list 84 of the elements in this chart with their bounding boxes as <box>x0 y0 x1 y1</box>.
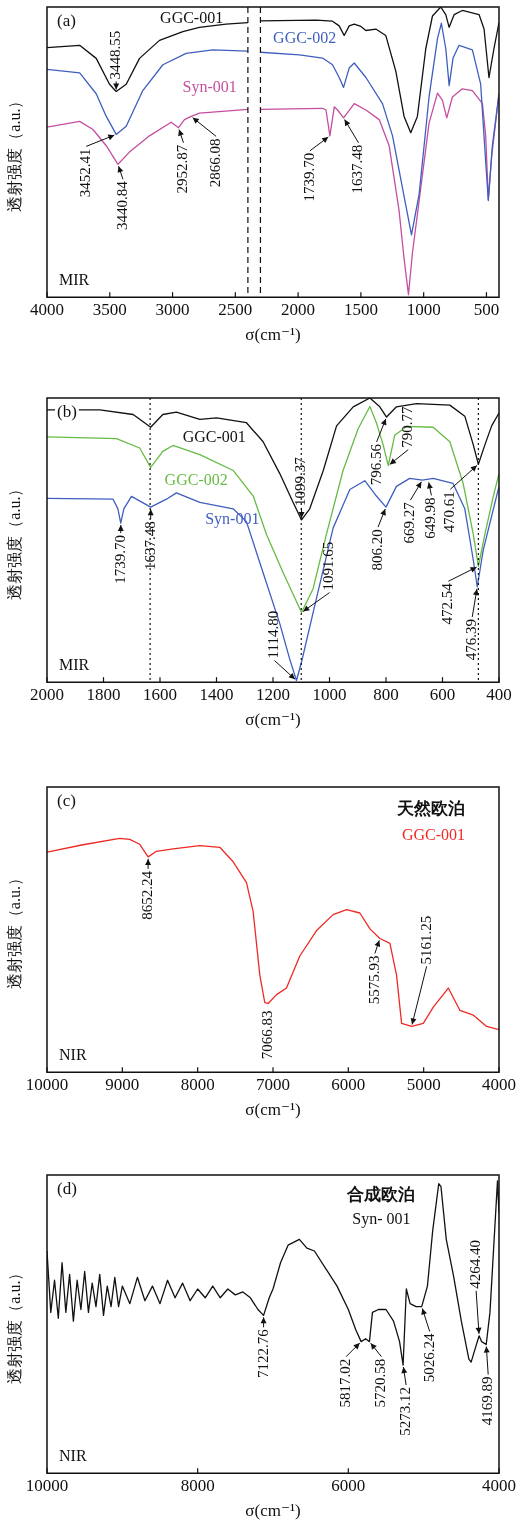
y-axis-title: 透射强度（a.u.） <box>6 480 24 600</box>
x-tick-label: 7000 <box>256 1074 290 1094</box>
annotation: 5720.58 <box>372 1358 389 1408</box>
series-label: GGC-002 <box>164 470 228 488</box>
x-tick-label: 1200 <box>256 684 290 704</box>
x-tick-label: 1000 <box>312 684 347 704</box>
annotation: 5817.02 <box>337 1358 354 1408</box>
series-label: Syn-001 <box>182 78 237 97</box>
annotation: 3448.55 <box>107 30 124 80</box>
annotation: 476.39 <box>463 618 480 661</box>
x-tick-label: 1600 <box>143 684 177 704</box>
annotation: 3452.41 <box>77 148 94 198</box>
annotation: 5026.24 <box>420 1333 437 1383</box>
annotation: 4169.89 <box>479 1376 496 1426</box>
annotation: 472.54 <box>439 582 456 625</box>
x-tick-label: 1800 <box>86 684 121 704</box>
annotation: 669.27 <box>401 501 418 544</box>
x-tick-label: 3500 <box>92 299 127 319</box>
annotation: 1091.65 <box>320 541 337 591</box>
series-label: GGC-002 <box>273 29 337 47</box>
annotation: 1637.48 <box>141 521 158 570</box>
x-tick-label: 4000 <box>482 1475 516 1495</box>
x-tick-label: 400 <box>486 684 512 704</box>
chart-title: (d) <box>57 1178 77 1198</box>
annotation: 796.56 <box>367 443 384 486</box>
text: GGC-001 <box>401 825 466 843</box>
annotation: 1739.70 <box>300 152 317 202</box>
x-axis-title: σ(cm⁻¹) <box>245 325 301 345</box>
annotation: 790.77 <box>399 405 416 448</box>
annotation: 1739.70 <box>111 535 128 584</box>
annotation: NIR <box>59 1046 87 1064</box>
y-axis-title: 透射强度（a.u.） <box>6 92 24 212</box>
annotation: 5273.12 <box>397 1387 414 1436</box>
chart-title: (c) <box>57 790 76 810</box>
annotation: 2952.87 <box>174 144 191 194</box>
x-tick-label: 1400 <box>199 684 234 704</box>
x-axis-title: σ(cm⁻¹) <box>245 710 301 730</box>
annotation: 1114.80 <box>265 610 282 659</box>
y-axis-title: 透射强度（a.u.） <box>6 1264 24 1384</box>
annotation: 1099.37 <box>292 456 309 506</box>
y-axis-title: 透射强度（a.u.） <box>6 870 24 990</box>
annotation: 7122.76 <box>254 1328 271 1379</box>
annotation: 5161.25 <box>417 915 434 965</box>
annotation: 5575.93 <box>365 955 382 1005</box>
x-tick-label: 800 <box>373 684 399 704</box>
x-tick-label: 10000 <box>25 1074 69 1094</box>
annotation: MIR <box>59 656 90 674</box>
annotation: MIR <box>59 271 90 289</box>
x-axis-title: σ(cm⁻¹) <box>245 1501 301 1521</box>
x-tick-label: 8000 <box>180 1475 215 1495</box>
x-tick-label: 2500 <box>218 299 253 319</box>
chart-title: (a) <box>57 10 76 30</box>
annotation: 7066.83 <box>259 1010 276 1060</box>
annotation: 2866.08 <box>207 138 224 188</box>
x-tick-label: 1000 <box>406 299 441 319</box>
x-tick-label: 10000 <box>25 1475 69 1495</box>
series-label: Syn- 001 <box>352 1209 411 1228</box>
x-tick-label: 8000 <box>180 1074 215 1094</box>
x-tick-label: 4000 <box>482 1074 516 1094</box>
x-tick-label: 3000 <box>155 299 190 319</box>
x-tick-label: 5000 <box>406 1074 441 1094</box>
annotation: 3440.84 <box>113 180 130 231</box>
chart-subtitle: 天然欧泊 <box>396 799 466 819</box>
annotation: 470.61 <box>441 491 458 533</box>
series-label: GGC-001 <box>160 8 224 26</box>
annotation: 1637.48 <box>349 144 366 194</box>
annotation: 649.98 <box>422 497 439 539</box>
x-tick-label: 9000 <box>105 1074 140 1094</box>
x-tick-label: 500 <box>473 299 500 319</box>
annotation: 4264.40 <box>467 1240 484 1289</box>
annotation: 806.20 <box>368 529 385 571</box>
x-tick-label: 600 <box>429 684 456 704</box>
x-tick-label: 6000 <box>331 1074 366 1094</box>
chart-subtitle: 合成欧泊 <box>346 1185 416 1205</box>
x-tick-label: 4000 <box>30 299 64 319</box>
x-axis-title: σ(cm⁻¹) <box>245 1100 301 1120</box>
x-tick-label: 2000 <box>281 299 316 319</box>
x-tick-label: 1500 <box>343 299 378 319</box>
chart-title: (b) <box>57 401 77 421</box>
annotation: 8652.24 <box>139 870 156 920</box>
x-tick-label: 6000 <box>331 1475 366 1495</box>
annotation: NIR <box>59 1447 87 1465</box>
series-label: GGC-001 <box>182 427 246 445</box>
x-tick-label: 2000 <box>30 684 64 704</box>
